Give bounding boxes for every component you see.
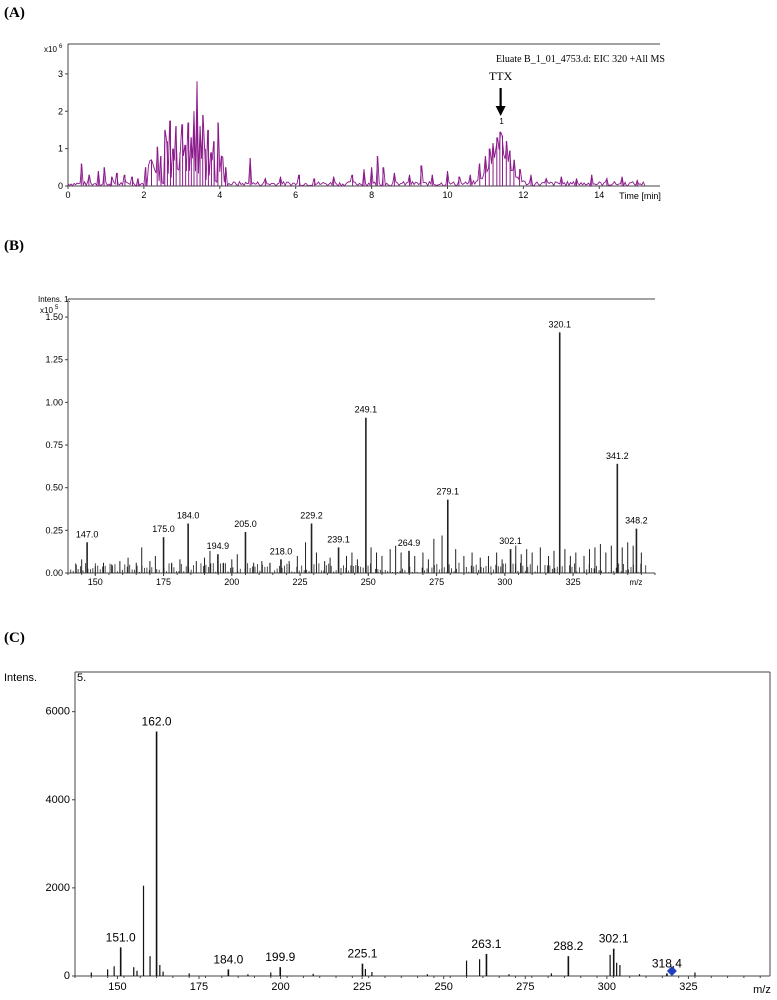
chart-c-x-tick-label: 275 [516,981,534,993]
chart-a-legend: Eluate B_1_01_4753.d: EIC 320 +All MS [496,54,665,65]
chart-b-x-tick-label: 300 [497,577,512,587]
chart-c-peak-label: 162.0 [142,714,172,728]
chart-a-ttx-annotation: TTX [489,69,513,83]
chart-b-x-label: m/z [630,578,643,587]
chart-b-y-exponent-power: 5 [55,305,59,311]
chart-b-peak-label: 229.2 [300,511,323,521]
chart-b-x-tick-label: 150 [88,577,103,587]
chart-b-y-tick-label: 0.00 [45,568,63,578]
chart-c-y-label: Intens. [4,672,37,684]
chart-b-x-tick-label: 250 [361,577,376,587]
chart-a-x-tick-label: 6 [293,190,298,200]
chart-b-peak-label: 205.0 [234,519,257,529]
chart-b-peak-label: 184.0 [177,511,200,521]
chart-c-x-tick-label: 200 [271,981,289,993]
chart-a-peak-marker: 1 [499,117,504,126]
chart-a-x-tick-label: 2 [141,190,146,200]
chart-b-peak-label: 249.1 [355,405,378,415]
chart-c-y-tick-label: 0 [64,970,70,982]
chart-c-y-corner-label: 5. [77,672,86,684]
chart-a-y-tick-label: 0 [58,181,63,191]
chart-c-y-tick-label: 2000 [46,882,70,894]
chart-a-y-exponent-power: 6 [59,44,63,50]
chart-c-peak-label: 288.2 [553,939,583,953]
chart-a-y-exponent: x10 [44,45,57,54]
chart-c-peak-label: 302.1 [599,932,629,946]
chart-b-peak-label: 239.1 [327,534,350,544]
chart-b-peak-label: 194.9 [207,541,230,551]
chart-b-peak-label: 218.0 [270,546,293,556]
chart-b-y-exponent: x10 [40,306,53,315]
chart-c-peak-label: 225.1 [347,947,377,961]
chart-a-y-tick-label: 3 [58,69,63,79]
chart-c-peak-label: 151.0 [106,930,136,944]
chart-c-peak-label: 318.4 [652,956,682,970]
chart-c-x-tick-label: 250 [435,981,453,993]
chart-a-x-label: Time [min] [619,191,661,201]
chart-c-peak-label: 263.1 [471,937,501,951]
chart-b-y-tick-label: 0.25 [45,525,63,535]
chart-c-x-tick-label: 325 [679,981,697,993]
chart-b-peak-label: 341.2 [606,451,629,461]
chart-b-peak-label: 348.2 [625,516,648,526]
chart-a-x-tick-label: 14 [594,190,604,200]
chart-b-peak-label: 320.1 [548,319,571,329]
panel-letter-c: (C) [4,630,25,646]
chart-a-arrow-head [495,106,506,116]
chart-c-ms2-spectrum: 150 175 200 225 250 275 300 325 0 2000 4000 6000 15… [4,671,771,996]
chart-c-x-tick-label: 175 [190,981,208,993]
chart-a-ttx-arrow-icon [495,88,506,116]
chart-b-y-tick-label: 0.50 [45,483,63,493]
panel-letter-a: (A) [4,5,25,21]
chart-c-x-tick-label: 225 [353,981,371,993]
chart-b-x-tick-label: 275 [429,577,444,587]
chart-c-y-tick-label: 4000 [46,794,70,806]
chart-b-x-tick-label: 325 [566,577,581,587]
chart-b-y-corner-label: 1. [64,295,71,304]
panel-letter-b: (B) [4,238,24,254]
chart-a-x-tick-label: 0 [65,190,70,200]
chart-b-mass-spectrum: 150 175 200 225 250 275 300 325 0.00 0.25 0.50 0.75… [38,295,656,587]
chart-b-y-tick-label: 0.75 [45,440,63,450]
chart-b-y-tick-label: 1.00 [45,397,63,407]
chart-b-y-tick-label: 1.25 [45,355,63,365]
chart-a-y-tick-label: 2 [58,106,63,116]
chart-a-x-tick-label: 8 [369,190,374,200]
chart-b-peak-label: 264.9 [398,538,421,548]
chart-a-y-tick-label: 1 [58,144,63,154]
chart-a-eic-trace [67,81,646,188]
chart-b-peak-label: 302.1 [499,536,522,546]
chart-a-x-tick-label: 4 [217,190,222,200]
chart-b-peak-label: 175.0 [152,524,175,534]
chart-b-x-tick-label: 200 [224,577,239,587]
chart-c-peak-label: 184.0 [213,952,243,966]
chart-c-x-tick-label: 300 [598,981,616,993]
chart-a-x-tick-label: 12 [518,190,528,200]
chart-c-x-label: m/z [753,984,771,996]
chart-c-y-tick-label: 6000 [46,706,70,718]
chart-b-y-label: Intens. [38,295,62,304]
chart-c-x-tick-label: 150 [108,981,126,993]
chart-c-peak-label: 199.9 [265,950,295,964]
chart-c-precursor-diamond-icon [666,966,677,976]
chart-b-x-tick-label: 225 [293,577,308,587]
chart-b-peak-label: 147.0 [76,529,99,539]
chart-b-y-tick-label: 1.50 [45,312,63,322]
chart-b-peak-label: 279.1 [437,487,460,497]
chart-b-x-tick-label: 175 [156,577,171,587]
chart-a-x-tick-label: 10 [442,190,452,200]
